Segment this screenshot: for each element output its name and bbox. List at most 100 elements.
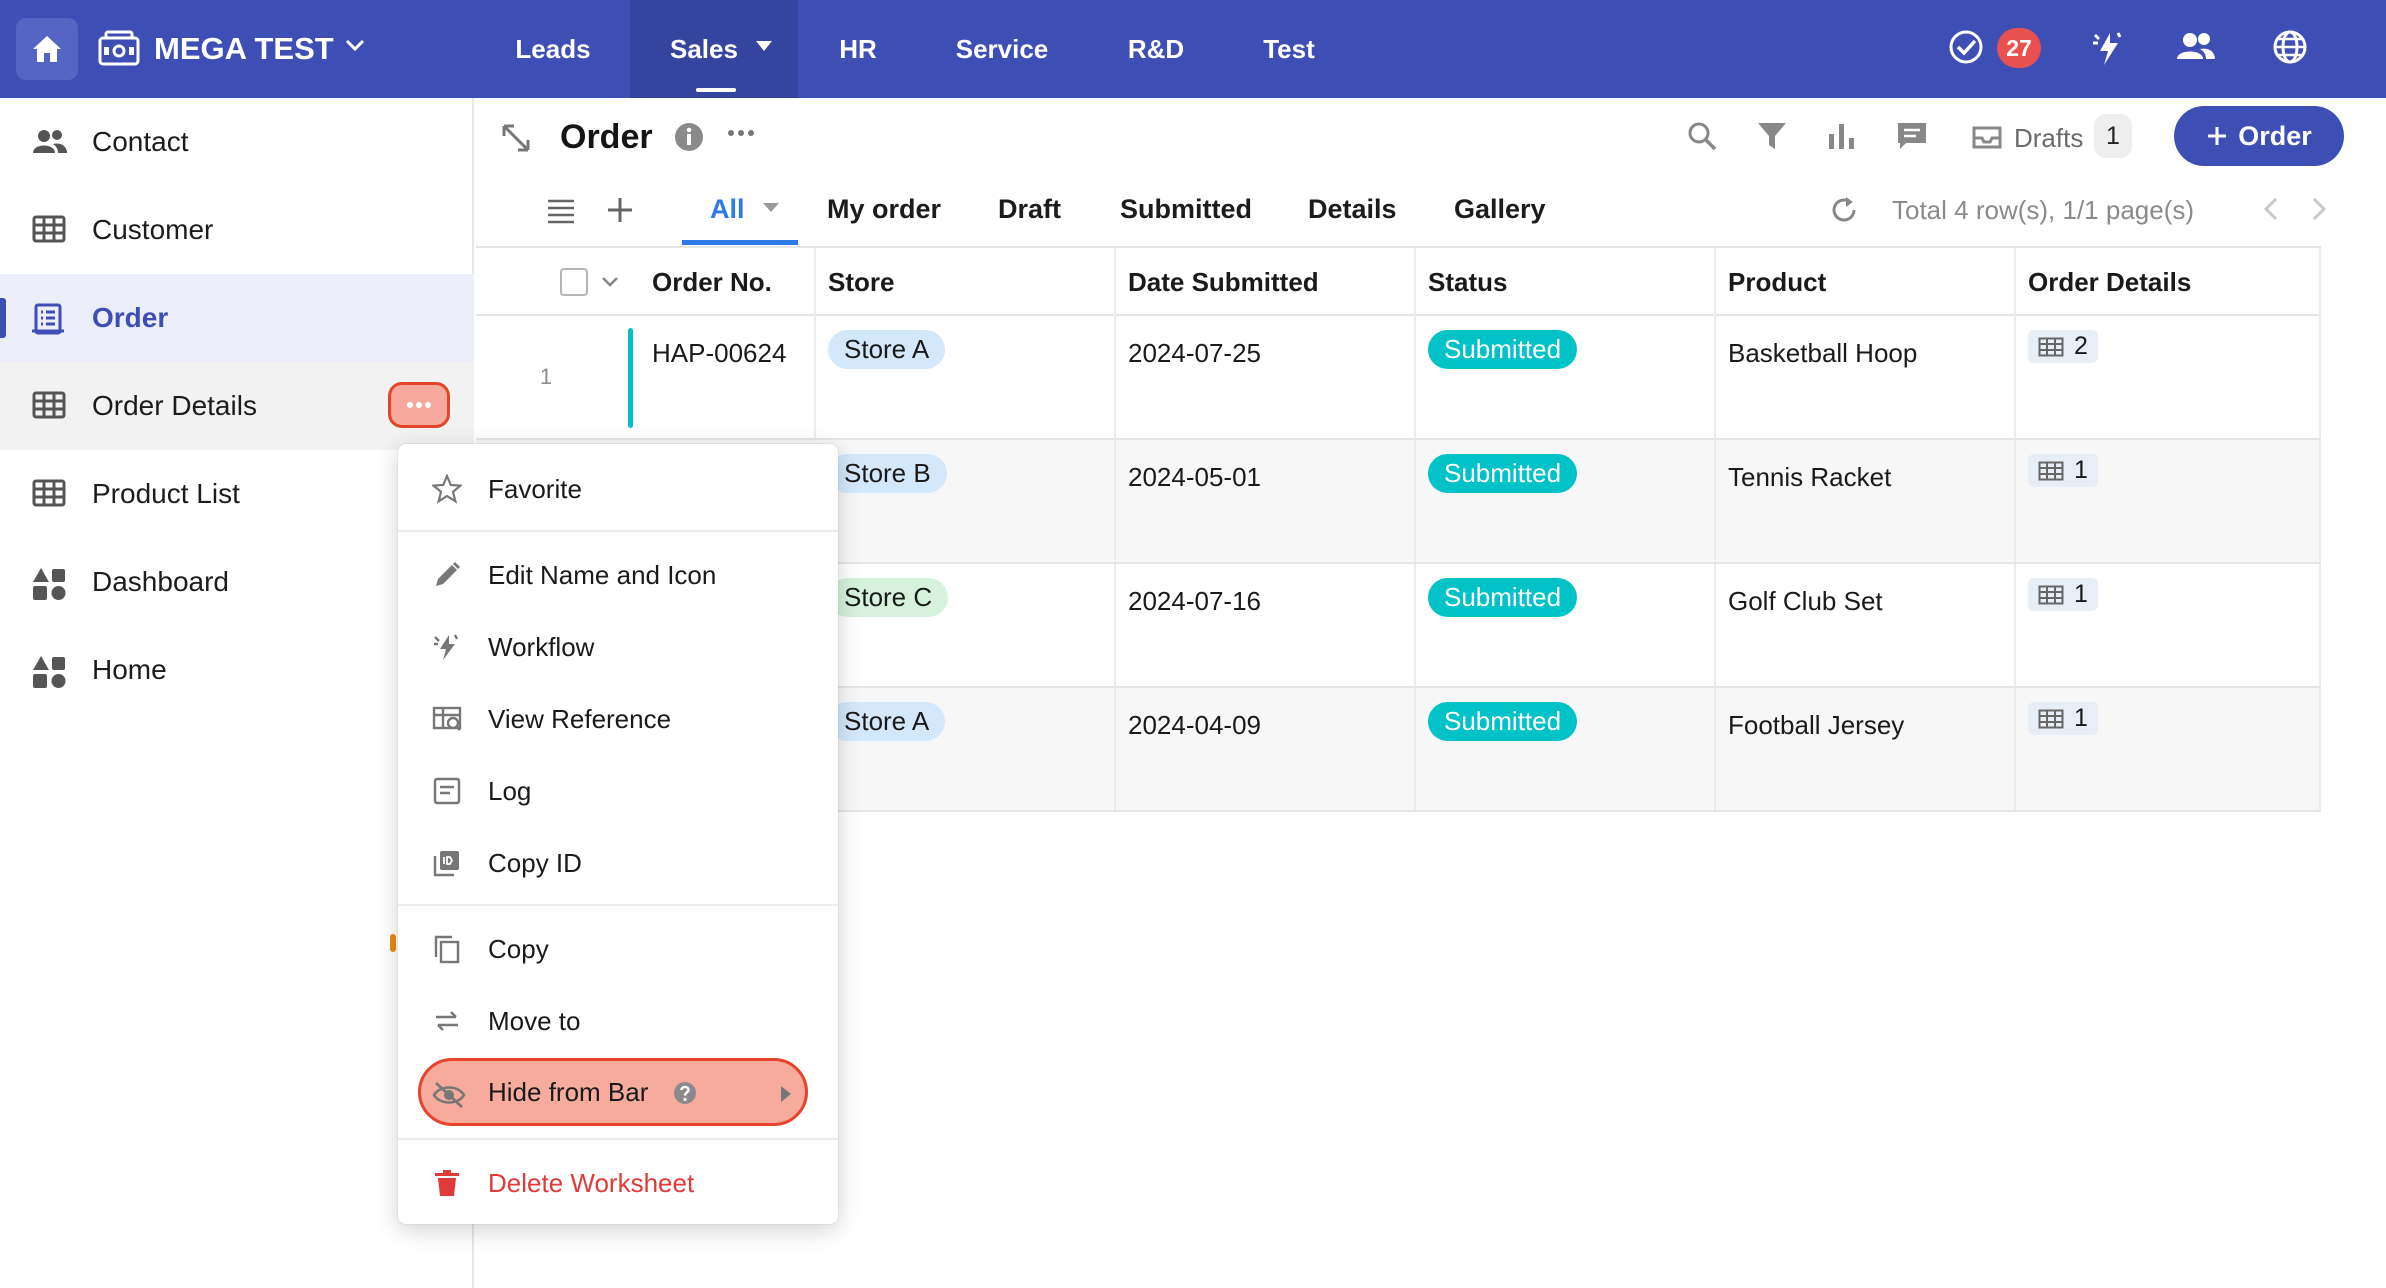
more-horizontal-icon[interactable]: [726, 118, 756, 148]
tab-submitted[interactable]: Submitted: [1120, 194, 1252, 224]
cell-order-details[interactable]: 1: [2016, 440, 2321, 562]
filter-icon[interactable]: [1756, 120, 1788, 152]
active-tab-indicator: [696, 88, 736, 92]
table-row[interactable]: 1 HAP-00624 Store A 2024-07-25 Submitted…: [476, 316, 2321, 440]
sidebar-item-customer[interactable]: Customer: [0, 186, 474, 274]
sidebar-item-home[interactable]: Home: [0, 626, 474, 714]
store-tag: Store C: [828, 578, 949, 617]
nav-tab-leads[interactable]: Leads: [515, 33, 591, 64]
globe-icon[interactable]: [2272, 29, 2308, 65]
sidebar-item-product-list[interactable]: Product List: [0, 450, 474, 538]
menu-item-workflow[interactable]: Workflow: [398, 612, 838, 682]
page-title: Order: [560, 118, 653, 156]
nav-tab-service[interactable]: Service: [955, 33, 1049, 64]
cell-status[interactable]: Submitted: [1416, 564, 1716, 686]
nav-tab-sales-label: Sales: [670, 33, 738, 64]
log-icon: [433, 777, 461, 805]
column-header-date-submitted[interactable]: Date Submitted: [1116, 248, 1416, 316]
select-all-checkbox[interactable]: [560, 268, 588, 296]
menu-item-view-reference[interactable]: View Reference: [398, 684, 838, 754]
cell-order-no[interactable]: HAP-00624: [640, 316, 816, 438]
cell-status[interactable]: Submitted: [1416, 316, 1716, 438]
comment-icon[interactable]: [1896, 120, 1928, 152]
notification-count-badge[interactable]: 27: [1997, 28, 2041, 68]
add-order-button[interactable]: Order: [2174, 106, 2344, 166]
column-header-order-no[interactable]: Order No.: [640, 248, 816, 316]
cell-order-details[interactable]: 1: [2016, 688, 2321, 810]
bar-chart-icon[interactable]: [1826, 120, 1858, 152]
sidebar: Contact Customer Order Order Details Pro…: [0, 98, 474, 1288]
users-icon[interactable]: [2176, 29, 2216, 65]
column-header-status[interactable]: Status: [1416, 248, 1716, 316]
add-order-label: Order: [2238, 120, 2312, 151]
menu-item-log[interactable]: Log: [398, 756, 838, 826]
order-details-chip[interactable]: 1: [2028, 578, 2098, 611]
menu-item-copy[interactable]: Copy: [398, 914, 838, 984]
column-header-order-details[interactable]: Order Details: [2016, 248, 2321, 316]
menu-item-delete-worksheet[interactable]: Delete Worksheet: [398, 1148, 838, 1218]
sidebar-item-order-details[interactable]: Order Details: [0, 362, 474, 450]
cell-store[interactable]: Store B: [816, 440, 1116, 562]
cell-store[interactable]: Store C: [816, 564, 1116, 686]
menu-item-copy-id[interactable]: Copy ID: [398, 828, 838, 898]
table-icon: [32, 479, 66, 507]
chevron-down-icon[interactable]: [600, 276, 620, 288]
view-list-icon[interactable]: [546, 198, 576, 224]
refresh-icon[interactable]: [1828, 194, 1860, 226]
menu-item-move-to[interactable]: Move to: [398, 986, 838, 1056]
menu-item-label: Hide from Bar: [488, 1076, 649, 1107]
tab-gallery[interactable]: Gallery: [1454, 194, 1546, 224]
chevron-down-icon[interactable]: [344, 38, 366, 52]
caret-down-icon: [756, 41, 772, 51]
task-check-icon[interactable]: [1948, 29, 1984, 65]
cell-status[interactable]: Submitted: [1416, 688, 1716, 810]
order-form-icon: [32, 303, 64, 335]
column-header-store[interactable]: Store: [816, 248, 1116, 316]
cell-date-submitted[interactable]: 2024-07-16: [1116, 564, 1416, 686]
more-horizontal-icon: [407, 402, 431, 408]
workflow-bolt-icon[interactable]: [2090, 29, 2126, 67]
menu-item-edit-name-and-icon[interactable]: Edit Name and Icon: [398, 540, 838, 610]
caret-right-icon: [781, 1086, 791, 1102]
cell-product[interactable]: Football Jersey: [1716, 688, 2016, 810]
sidebar-item-contact[interactable]: Contact: [0, 98, 474, 186]
tab-draft[interactable]: Draft: [998, 194, 1062, 224]
nav-tab-test[interactable]: Test: [1263, 33, 1315, 64]
cell-date-submitted[interactable]: 2024-05-01: [1116, 440, 1416, 562]
help-icon[interactable]: [673, 1081, 697, 1105]
cell-order-details[interactable]: 2: [2016, 316, 2321, 438]
cell-order-details[interactable]: 1: [2016, 564, 2321, 686]
menu-item-favorite[interactable]: Favorite: [398, 454, 838, 524]
cell-date-submitted[interactable]: 2024-07-25: [1116, 316, 1416, 438]
chevron-left-icon[interactable]: [2262, 196, 2280, 222]
order-details-chip[interactable]: 2: [2028, 330, 2098, 363]
sidebar-item-dashboard[interactable]: Dashboard: [0, 538, 474, 626]
search-icon[interactable]: [1686, 120, 1718, 152]
cell-store[interactable]: Store A: [816, 316, 1116, 438]
order-details-chip[interactable]: 1: [2028, 454, 2098, 487]
add-view-icon[interactable]: [606, 196, 634, 224]
cell-product[interactable]: Tennis Racket: [1716, 440, 2016, 562]
tab-all[interactable]: All: [710, 194, 779, 234]
home-button[interactable]: [16, 18, 78, 80]
nav-tab-hr[interactable]: HR: [839, 33, 877, 64]
column-header-product[interactable]: Product: [1716, 248, 2016, 316]
app-title[interactable]: MEGA TEST: [154, 31, 334, 66]
order-details-chip[interactable]: 1: [2028, 702, 2098, 735]
chevron-right-icon[interactable]: [2310, 196, 2328, 222]
cell-status[interactable]: Submitted: [1416, 440, 1716, 562]
cell-product[interactable]: Golf Club Set: [1716, 564, 2016, 686]
top-navigation-bar: MEGA TEST Leads Sales HR Service R&D Tes…: [0, 0, 2386, 98]
cell-store[interactable]: Store A: [816, 688, 1116, 810]
nav-tab-rd[interactable]: R&D: [1127, 33, 1185, 64]
menu-item-hide-from-bar[interactable]: Hide from Bar: [418, 1058, 808, 1126]
expand-icon[interactable]: [500, 122, 532, 154]
tab-details[interactable]: Details: [1308, 194, 1397, 224]
nav-tab-sales[interactable]: Sales: [630, 0, 798, 98]
sidebar-item-more-button[interactable]: [388, 382, 450, 428]
tab-my-order[interactable]: My order: [827, 194, 942, 224]
cell-date-submitted[interactable]: 2024-04-09: [1116, 688, 1416, 810]
cell-product[interactable]: Basketball Hoop: [1716, 316, 2016, 438]
info-icon[interactable]: [674, 122, 704, 152]
sidebar-item-order[interactable]: Order: [0, 274, 474, 362]
